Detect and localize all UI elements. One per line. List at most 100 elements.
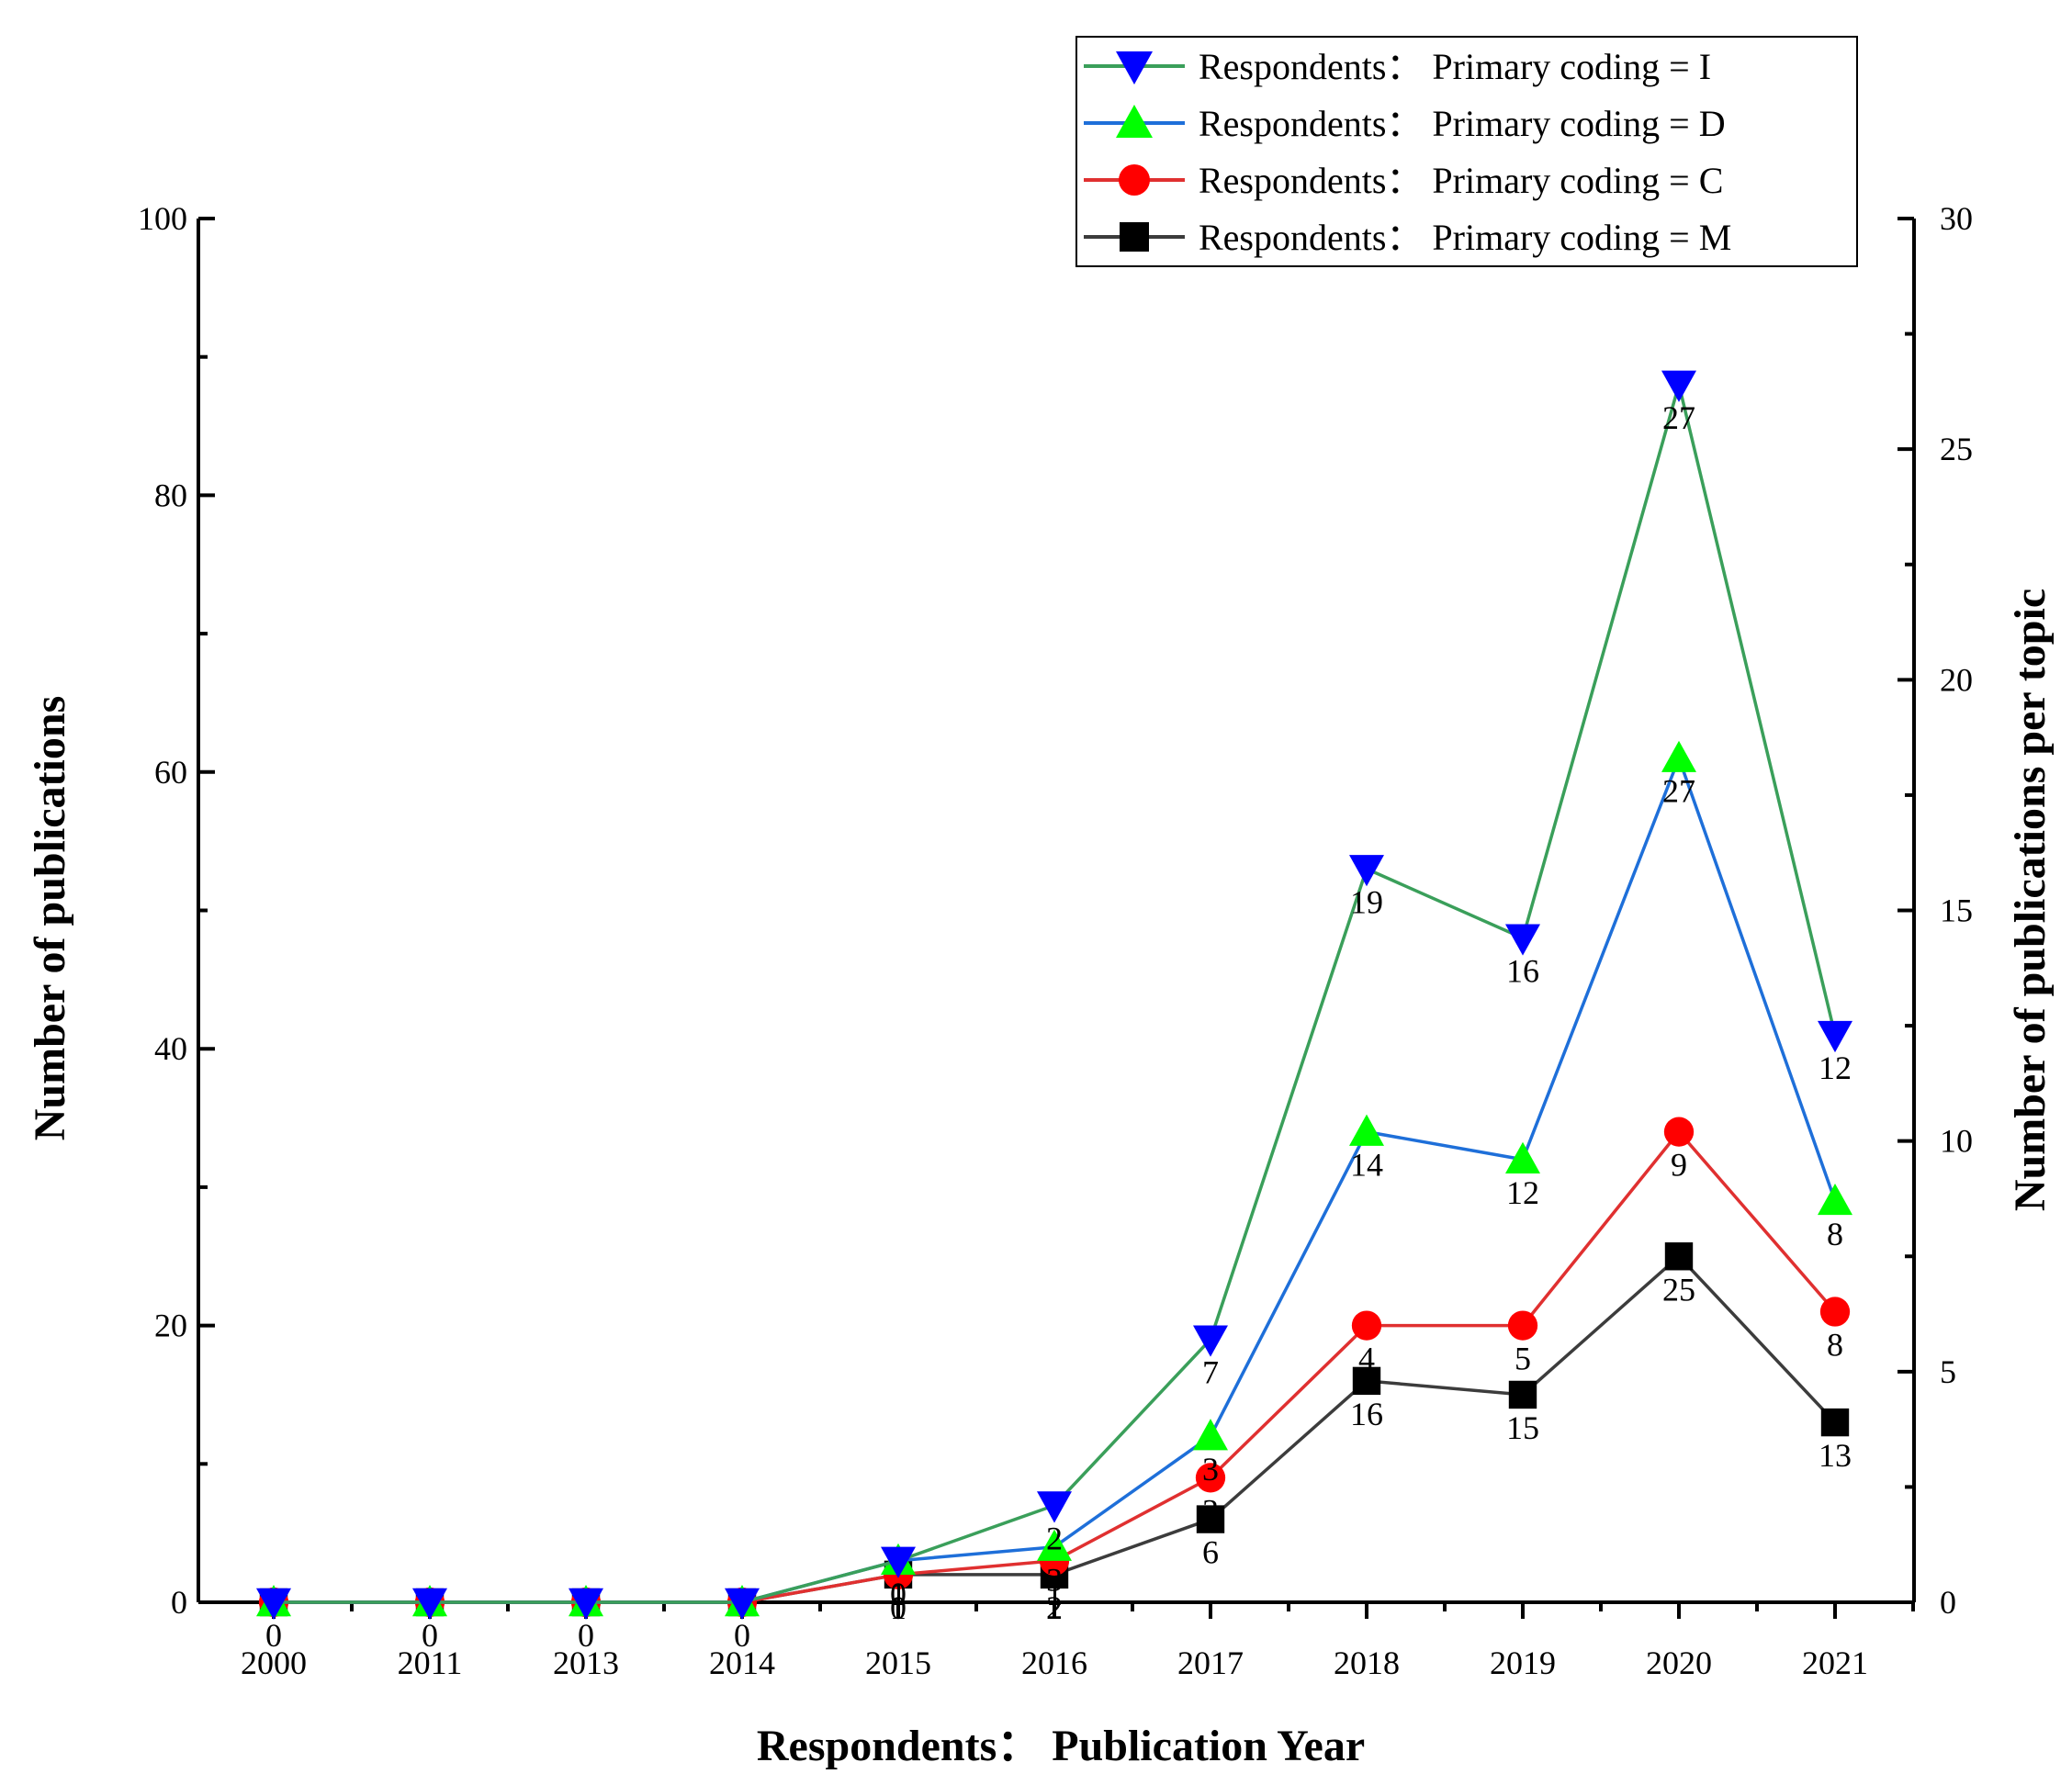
data-label: 13 [1819,1437,1852,1474]
data-label: 15 [1506,1409,1539,1446]
data-point [1195,1463,1226,1493]
data-label: 1 [1046,1576,1063,1612]
data-point [1196,1505,1225,1533]
y-left-tick-label: 20 [154,1308,187,1344]
data-label: 12 [1819,1050,1852,1086]
data-point [1037,1491,1072,1523]
y-right-tick-label: 5 [1940,1353,1956,1390]
legend-label: Respondents： Primary coding = I [1199,46,1711,87]
data-label: 27 [1662,773,1695,810]
legend-label: Respondents： Primary coding = C [1199,160,1723,201]
y-right-tick-label: 10 [1940,1123,1973,1160]
data-label: 16 [1506,953,1539,990]
data-label: 0 [578,1617,594,1654]
data-point [1349,1114,1384,1146]
legend-marker [1116,105,1153,138]
y-left-tick-label: 80 [154,477,187,513]
legend-box [1075,36,1858,267]
data-point [1818,1020,1852,1053]
data-label: 2 [1046,1521,1063,1557]
x-tick-label: 2021 [1802,1645,1868,1681]
data-point [1351,1310,1382,1341]
data-label: 0 [734,1617,750,1654]
x-tick-label: 2013 [553,1645,619,1681]
data-label: 14 [1350,1147,1383,1184]
data-point [1505,1141,1540,1173]
data-label: 19 [1350,883,1383,920]
data-point [1664,1242,1694,1271]
x-tick-label: 2014 [709,1645,775,1681]
x-tick-label: 2020 [1646,1645,1712,1681]
x-axis-title: Respondents： Publication Year [757,1722,1365,1770]
data-label: 2 [1046,1589,1063,1626]
data-point [1352,1366,1381,1396]
data-label: 1 [890,1576,906,1612]
data-point [725,1588,760,1620]
data-point [1037,1529,1072,1561]
series-line [274,753,1837,1604]
data-label: 8 [1827,1216,1843,1252]
axis-titles: Respondents： Publication Year Number of … [26,589,2055,1770]
data-point [1820,1408,1850,1437]
data-label: 6 [1202,1534,1219,1571]
y-axis-left-title: Number of publications [26,696,74,1141]
y-left-tick-label: 40 [154,1030,187,1067]
data-label: 4 [1358,1341,1375,1377]
data-label: 25 [1662,1271,1695,1308]
y-axis-right-title: Number of publications per topic [2006,589,2055,1211]
data-point [1507,1310,1538,1341]
legend-label: Respondents： Primary coding = M [1199,217,1731,258]
data-label: 0 [422,1617,438,1654]
legend: Respondents： Primary coding = I Responden… [1075,36,1858,267]
data-label: 0 [890,1589,906,1626]
data-label: 9 [1671,1147,1687,1184]
y-right-tick-label: 20 [1940,661,1973,698]
data-point [1193,1419,1228,1451]
x-tick-label: 2016 [1021,1645,1087,1681]
legend-marker [1116,51,1153,84]
data-label: 27 [1662,399,1695,436]
data-point [881,1546,916,1578]
data-label: 1 [890,1589,906,1626]
y-right-tick-label: 15 [1940,892,1973,929]
legend-marker [1119,164,1150,196]
series-triangle-up [256,740,1852,1617]
y-left-tick-label: 100 [138,200,187,237]
data-label: 12 [1506,1174,1539,1211]
data-point [1663,1117,1695,1147]
y-right-tick-label: 30 [1940,200,1973,237]
data-label: 8 [1827,1327,1843,1364]
data-point [1349,855,1384,887]
legend-marker [1120,222,1149,252]
x-tick-label: 2018 [1334,1645,1400,1681]
data-label: 16 [1350,1396,1383,1432]
data-label: 7 [1202,1354,1219,1391]
data-label: 5 [1515,1341,1531,1377]
data-label: 0 [265,1617,282,1654]
data-label: 3 [1202,1492,1219,1529]
y-left-tick-label: 0 [171,1584,187,1621]
x-tick-label: 2019 [1490,1645,1556,1681]
x-tick-label: 2011 [398,1645,463,1681]
data-point [1819,1297,1851,1327]
series-layer [256,370,1852,1620]
x-tick-label: 2017 [1177,1645,1244,1681]
data-point [1661,740,1696,772]
series-line [274,377,1837,1604]
data-point [1661,370,1696,402]
y-left-tick-label: 60 [154,754,187,791]
data-point [1193,1325,1228,1357]
data-label: 0 [890,1576,906,1612]
data-point [1818,1183,1852,1216]
data-point [569,1588,603,1620]
data-point [1508,1380,1537,1409]
y-right-tick-label: 0 [1940,1584,1956,1621]
data-point [1505,924,1540,956]
data-point [256,1588,291,1620]
series-triangle-down [256,370,1852,1620]
data-point [412,1588,447,1620]
y-right-tick-label: 25 [1940,431,1973,467]
